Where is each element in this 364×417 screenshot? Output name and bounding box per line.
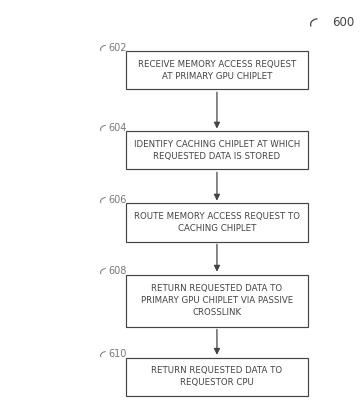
Text: 606: 606	[108, 195, 127, 205]
Text: ROUTE MEMORY ACCESS REQUEST TO
CACHING CHIPLET: ROUTE MEMORY ACCESS REQUEST TO CACHING C…	[134, 212, 300, 233]
Bar	[126, 203, 308, 241]
Text: 600: 600	[332, 16, 355, 29]
Text: RETURN REQUESTED DATA TO
PRIMARY GPU CHIPLET VIA PASSIVE
CROSSLINK: RETURN REQUESTED DATA TO PRIMARY GPU CHI…	[141, 284, 293, 317]
Text: RECEIVE MEMORY ACCESS REQUEST
AT PRIMARY GPU CHIPLET: RECEIVE MEMORY ACCESS REQUEST AT PRIMARY…	[138, 60, 296, 81]
Text: 602: 602	[108, 43, 127, 53]
Text: 608: 608	[108, 266, 127, 276]
Text: IDENTIFY CACHING CHIPLET AT WHICH
REQUESTED DATA IS STORED: IDENTIFY CACHING CHIPLET AT WHICH REQUES…	[134, 140, 300, 161]
Bar	[126, 358, 308, 396]
Text: 604: 604	[108, 123, 127, 133]
Bar	[126, 274, 308, 327]
Text: RETURN REQUESTED DATA TO
REQUESTOR CPU: RETURN REQUESTED DATA TO REQUESTOR CPU	[151, 366, 282, 387]
Bar	[126, 51, 308, 89]
Bar	[126, 131, 308, 169]
Text: 610: 610	[108, 349, 127, 359]
